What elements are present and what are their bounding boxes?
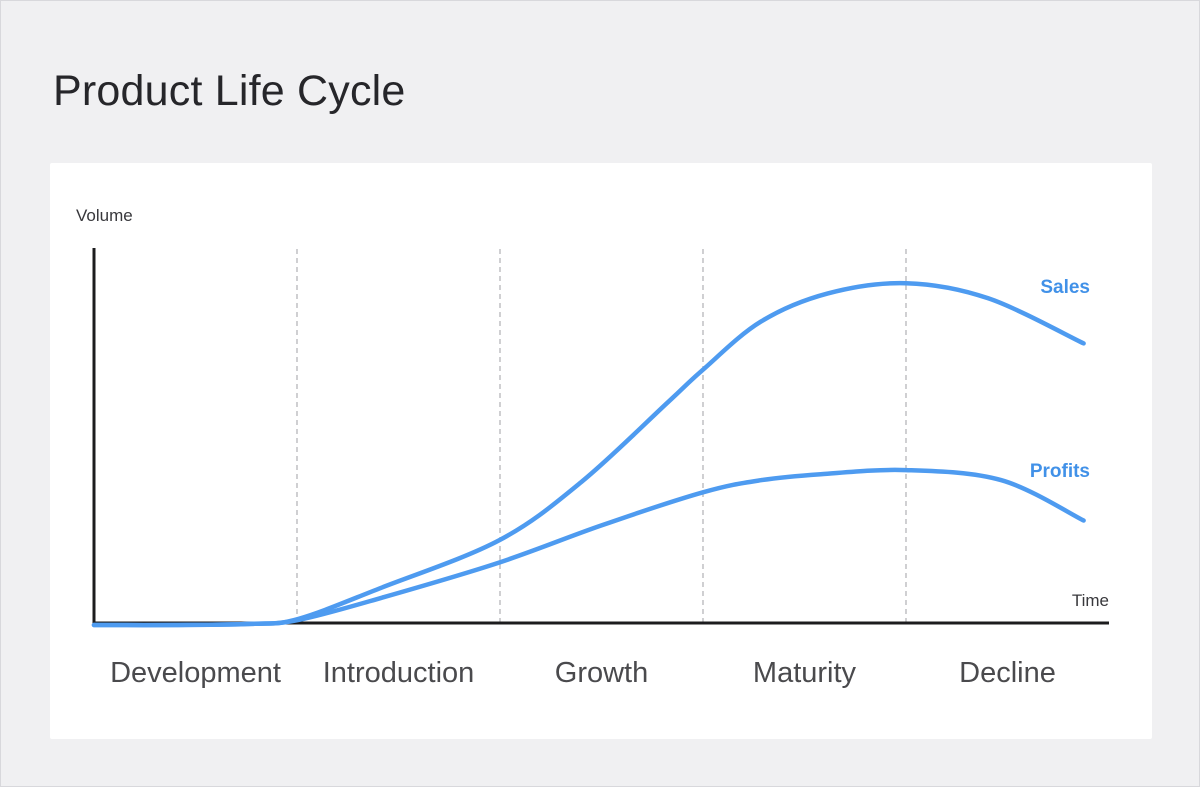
stage-divider-lines xyxy=(296,249,907,623)
curves xyxy=(91,280,1086,628)
stage-label-development: Development xyxy=(110,657,281,689)
stage-label-decline: Decline xyxy=(959,657,1056,689)
stage-label-maturity: Maturity xyxy=(752,657,857,689)
stage-label-introduction: Introduction xyxy=(322,657,475,689)
y-axis-label: Volume xyxy=(76,206,133,225)
page-title: Product Life Cycle xyxy=(53,67,406,115)
x-axis-label: Time xyxy=(1071,591,1109,610)
profits-curve xyxy=(91,467,1086,628)
chart-canvas xyxy=(91,248,1109,628)
stage-label-growth: Growth xyxy=(554,657,649,689)
sales-series-label: Sales xyxy=(1040,277,1090,298)
product-life-cycle-chart: Volume Time Sales Profits Development In… xyxy=(50,163,1152,739)
sales-curve xyxy=(91,280,1086,628)
profits-series-label: Profits xyxy=(1029,461,1090,482)
